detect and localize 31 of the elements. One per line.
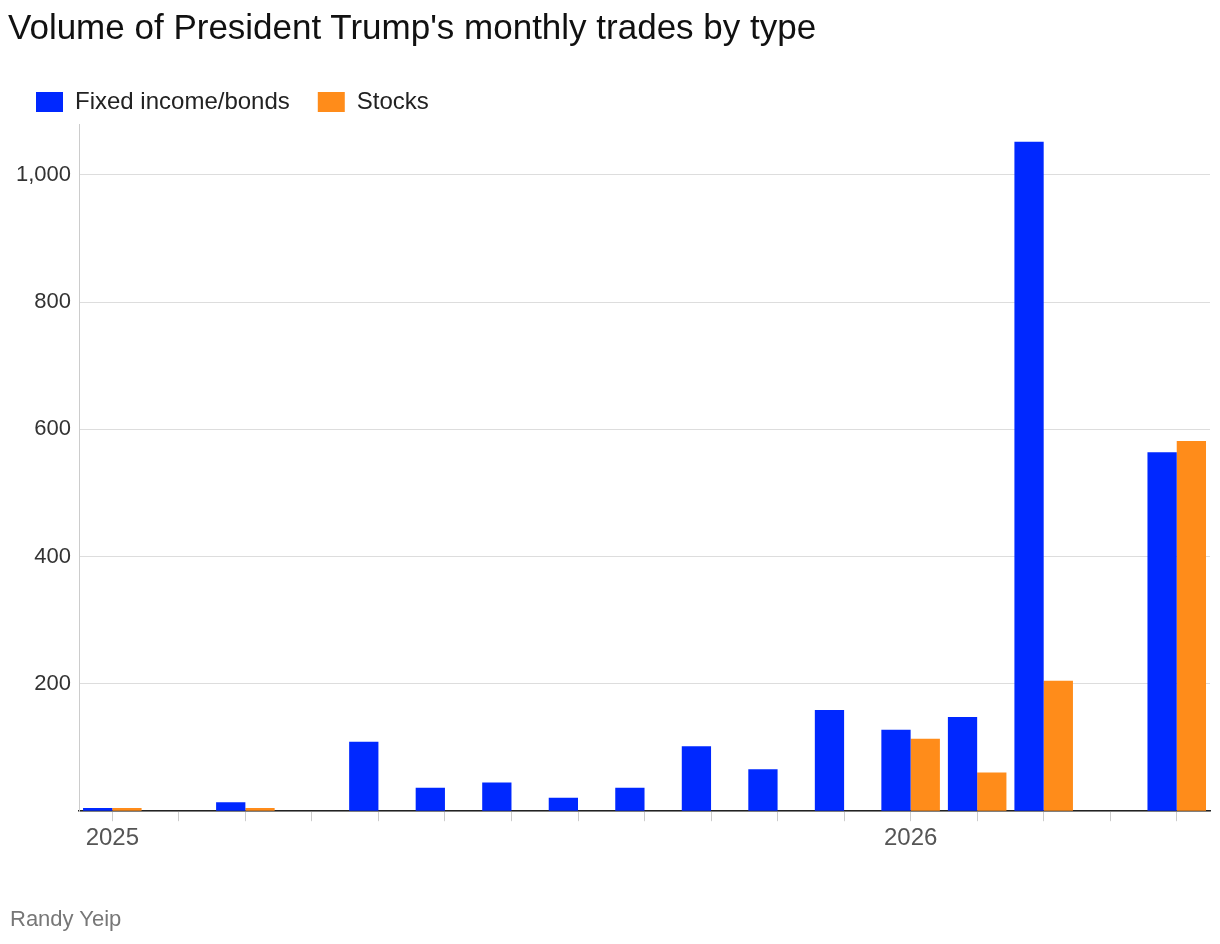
- bar: [947, 717, 978, 811]
- bar: [349, 741, 379, 811]
- bar: [1043, 680, 1073, 811]
- x-tick-label: 2025: [85, 823, 140, 851]
- chart-title: Volume of President Trump's monthly trades by type: [8, 6, 817, 46]
- bar: [482, 782, 512, 811]
- legend-label: Fixed income/bonds: [75, 86, 290, 114]
- bar: [1014, 141, 1044, 811]
- bar: [814, 710, 845, 811]
- y-tick-label: 600: [34, 415, 72, 441]
- y-tick-label: 400: [34, 542, 72, 568]
- bar: [112, 808, 142, 811]
- bar: [245, 808, 275, 811]
- x-tick-label: 2026: [883, 823, 938, 851]
- bar: [615, 787, 645, 811]
- bar: [1147, 452, 1177, 811]
- bar: [748, 769, 778, 811]
- bar: [977, 772, 1007, 811]
- bar: [216, 802, 246, 811]
- legend-label: Stocks: [356, 86, 429, 114]
- bar: [910, 738, 940, 811]
- y-tick-label: 200: [34, 670, 72, 695]
- y-tick-label: 800: [34, 288, 72, 314]
- bar: [548, 797, 578, 811]
- bar: [1176, 440, 1207, 811]
- bar: [881, 729, 911, 811]
- y-tick-label: 1,000: [15, 160, 72, 186]
- text: Randy Yeip: [10, 906, 122, 931]
- bar: [83, 808, 113, 811]
- bar: [415, 787, 445, 811]
- bar: [681, 746, 712, 811]
